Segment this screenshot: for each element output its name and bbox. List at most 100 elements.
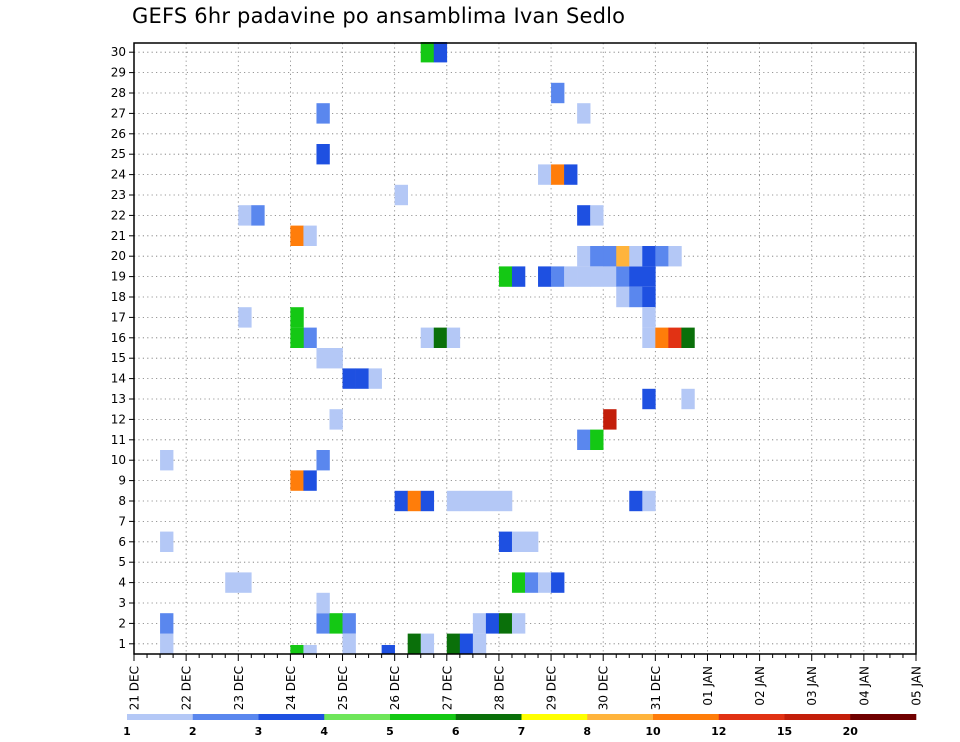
heatmap-cell [538,164,552,185]
heatmap-cell [238,205,252,226]
heatmap-cell [420,327,435,348]
heatmap-cell [616,266,630,287]
heatmap-cell [511,531,526,552]
heatmap-cell [485,490,500,512]
colorbar-label: 8 [583,725,591,738]
y-tick-label: 11 [111,433,126,447]
x-tick-label: 04 JAN [857,666,871,706]
y-tick-label: 20 [111,249,126,263]
heatmap-cell [251,205,265,226]
heatmap-cell [472,633,487,654]
heatmap-cell [511,266,526,287]
heatmap-cell [238,307,252,328]
x-tick-label: 30 DEC [597,666,611,710]
heatmap-cell [342,633,356,654]
heatmap-cell [160,531,174,552]
x-tick-label: 21 DEC [128,666,142,710]
heatmap-cell [551,164,565,185]
colorbar: 1 2 3 4 5 6 7 8 10 12 15 20 [123,714,917,738]
cell-layer [160,42,695,654]
heatmap-cell [590,246,604,267]
colorbar-swatch [258,714,325,720]
colorbar-swatch [455,714,522,720]
y-tick-label: 24 [111,168,126,182]
y-tick-label: 2 [118,616,126,630]
heatmap-cell [160,613,174,634]
y-tick-label: 10 [111,453,126,467]
colorbar-label: 6 [452,725,460,738]
heatmap-cell [498,613,513,634]
x-tick-label: 02 JAN [753,666,767,706]
heatmap-cell [394,184,408,206]
heatmap-cell [577,266,591,287]
colorbar-label: 15 [777,725,792,738]
heatmap-cell [577,246,591,267]
heatmap-cell [160,450,174,471]
y-tick-label: 18 [111,290,126,304]
colorbar-swatch [127,714,194,720]
heatmap-cell [498,531,513,552]
y-tick-label: 9 [118,474,126,488]
heatmap-cell [290,225,304,246]
heatmap-cell [590,266,604,287]
heatmap-cell [590,205,604,226]
heatmap-cell [668,246,682,267]
y-tick-label: 7 [118,514,126,528]
x-tick-label: 22 DEC [180,666,194,710]
heatmap-cell [603,409,617,430]
heatmap-cell [498,266,513,287]
heatmap-cell [629,246,643,267]
y-tick-label: 29 [111,66,126,80]
heatmap-cell [459,633,474,654]
colorbar-swatch [850,714,917,720]
heatmap-cell [525,531,539,552]
x-tick-label: 31 DEC [649,666,663,710]
heatmap-cell [342,368,356,389]
heatmap-cell [590,429,604,450]
heatmap-cell [511,572,526,593]
heatmap-cell [642,327,656,348]
x-tick-label: 26 DEC [388,666,402,710]
y-tick-label: 28 [111,86,126,100]
colorbar-label: 10 [645,725,661,738]
heatmap-cell [668,327,682,348]
y-tick-label: 23 [111,188,126,202]
y-tick-label: 14 [111,372,126,386]
heatmap-cell [420,490,435,512]
colorbar-swatch [324,714,391,720]
heatmap-cell [577,429,591,450]
heatmap-cell [290,327,304,348]
y-tick-label: 30 [111,45,126,59]
heatmap-cell [642,388,656,410]
heatmap-cell [577,103,591,124]
y-tick-label: 15 [111,351,126,365]
heatmap-cell [329,348,343,369]
heatmap-cell [538,266,552,287]
heatmap-cell [629,266,643,287]
heatmap-cell [303,470,317,491]
heatmap-cell [303,225,317,246]
y-tick-label: 6 [118,535,126,549]
y-tick-label: 21 [111,229,126,243]
x-tick-label: 28 DEC [492,666,506,710]
heatmap-cell [642,286,656,308]
heatmap-cell [655,246,669,267]
colorbar-label: 12 [711,725,726,738]
heatmap-cell [316,450,330,471]
heatmap-cell [655,327,669,348]
y-tick-label: 27 [111,106,126,120]
heatmap-cell [446,327,461,348]
y-tick-label: 22 [111,208,126,222]
y-tick-label: 13 [111,392,126,406]
heatmap-cell [472,613,487,634]
heatmap-cell [368,368,382,389]
heatmap-cell [342,613,356,634]
heatmap-cell [551,82,565,104]
y-tick-label: 5 [118,555,126,569]
colorbar-label: 3 [255,725,263,738]
heatmap-cell [616,246,630,267]
heatmap-cell [681,327,695,348]
x-tick-layer: 21 DEC 22 DEC 23 DEC 24 DEC 25 DEC 26 DEC 27 D… [128,654,924,710]
heatmap-cell [433,42,448,63]
heatmap-cell [642,266,656,287]
